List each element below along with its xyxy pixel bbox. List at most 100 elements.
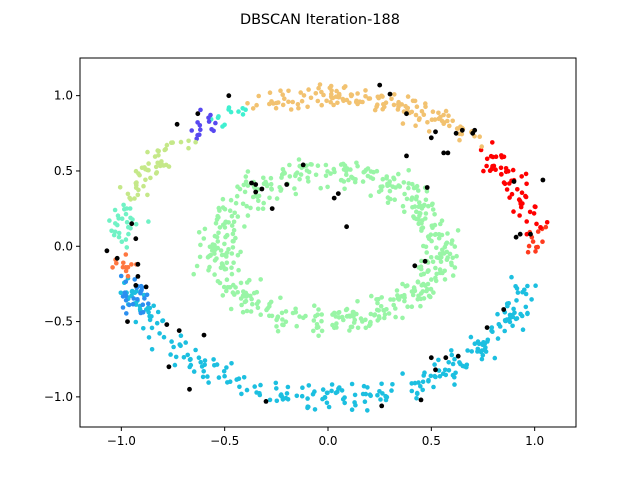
points-layer	[104, 82, 550, 413]
data-point	[509, 191, 515, 197]
data-point	[498, 165, 504, 171]
data-point	[221, 284, 227, 290]
data-point	[509, 274, 514, 280]
data-point	[405, 283, 410, 288]
data-point	[316, 307, 321, 312]
data-point	[502, 328, 508, 334]
data-point	[241, 375, 247, 380]
data-point	[419, 109, 425, 114]
noise-point	[517, 231, 523, 237]
data-point	[436, 235, 442, 241]
data-point	[393, 314, 398, 320]
data-point	[526, 243, 532, 249]
data-point	[331, 102, 336, 108]
data-point	[313, 313, 318, 319]
noise-points	[104, 82, 546, 409]
noise-point	[114, 255, 120, 261]
data-point	[349, 92, 355, 98]
data-point	[339, 388, 345, 393]
x-tick-label: −0.5	[210, 434, 239, 448]
cluster-1	[118, 274, 538, 413]
data-point	[243, 174, 249, 179]
data-point	[219, 252, 225, 258]
data-point	[404, 196, 410, 202]
data-point	[476, 341, 482, 347]
data-point	[220, 196, 226, 202]
data-point	[298, 172, 304, 177]
data-point	[379, 381, 384, 387]
data-point	[455, 228, 461, 233]
noise-point	[176, 328, 182, 333]
data-point	[228, 109, 234, 115]
data-point	[213, 221, 219, 226]
data-point	[274, 196, 280, 201]
data-point	[132, 277, 137, 282]
data-point	[426, 377, 431, 383]
data-point	[181, 355, 187, 360]
data-point	[342, 400, 348, 406]
data-point	[255, 305, 261, 311]
data-point	[524, 219, 529, 224]
data-point	[303, 313, 308, 319]
data-point	[313, 91, 319, 96]
data-point	[426, 268, 431, 273]
noise-point	[300, 162, 306, 168]
data-point	[191, 369, 197, 374]
data-point	[220, 263, 226, 268]
data-point	[352, 392, 358, 398]
data-point	[228, 306, 234, 312]
data-point	[127, 206, 133, 211]
data-point	[297, 177, 302, 182]
data-point	[188, 356, 193, 362]
data-point	[132, 196, 137, 201]
data-point	[416, 380, 421, 385]
noise-point	[428, 355, 434, 361]
data-point	[437, 374, 443, 379]
data-point	[218, 248, 224, 253]
data-point	[531, 211, 537, 216]
data-point	[160, 318, 165, 324]
data-point	[248, 309, 254, 314]
data-point	[520, 289, 525, 295]
data-point	[195, 132, 200, 138]
data-point	[274, 324, 279, 329]
data-point	[278, 88, 283, 93]
data-point	[363, 167, 369, 173]
data-point	[482, 347, 487, 353]
data-point	[416, 217, 421, 222]
data-point	[295, 102, 301, 107]
data-point	[245, 169, 251, 174]
data-point	[135, 192, 141, 198]
data-point	[237, 186, 243, 192]
data-point	[280, 102, 286, 108]
noise-point	[433, 129, 438, 135]
data-point	[420, 289, 426, 294]
data-point	[198, 127, 203, 132]
data-point	[146, 305, 151, 311]
data-point	[263, 179, 268, 185]
data-point	[275, 328, 281, 334]
data-point	[518, 201, 523, 207]
data-point	[196, 355, 202, 361]
noise-point	[404, 153, 409, 159]
data-point	[172, 362, 178, 368]
data-point	[243, 290, 249, 296]
data-point	[312, 407, 318, 412]
data-point	[414, 183, 420, 189]
data-point	[362, 399, 368, 405]
data-point	[336, 95, 342, 100]
data-point	[178, 333, 184, 339]
data-point	[124, 245, 130, 250]
data-point	[169, 339, 174, 344]
data-point	[316, 324, 321, 330]
data-point	[268, 181, 274, 187]
data-point	[118, 273, 124, 279]
data-point	[447, 123, 452, 129]
y-tick-label: −1.0	[44, 390, 73, 404]
data-point	[123, 265, 128, 270]
noise-point	[412, 263, 418, 269]
data-point	[319, 89, 324, 95]
data-point	[416, 204, 422, 209]
data-point	[265, 306, 271, 311]
data-point	[443, 241, 449, 247]
